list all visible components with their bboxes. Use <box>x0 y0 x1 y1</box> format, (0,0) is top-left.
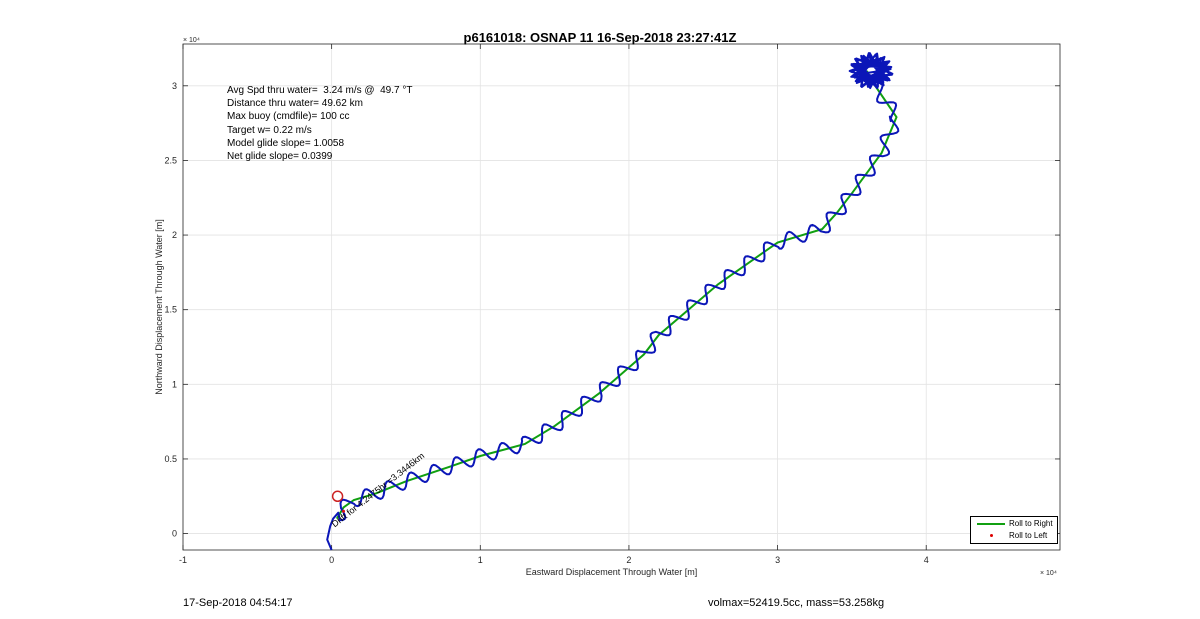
footer-timestamp: 17-Sep-2018 04:54:17 <box>183 597 293 609</box>
chart-grid <box>182 44 1060 550</box>
drift-annotation: Drift for 4.2475hr =3.3446km <box>330 451 427 530</box>
axis-ticks <box>182 44 1060 550</box>
footer-volmax-mass: volmax=52419.5cc, mass=53.258kg <box>708 597 885 609</box>
x-tick-label: 3 <box>775 555 780 565</box>
legend-swatch-roll-right <box>977 523 1005 525</box>
stat-avg-speed: Avg Spd thru water= 3.24 m/s @ 49.7 °T <box>227 85 413 96</box>
legend-swatch-roll-left <box>990 534 993 537</box>
plot-axes-box <box>182 43 1061 551</box>
start-marker <box>331 490 344 503</box>
legend-item-roll-left: Roll to Left <box>975 530 1055 542</box>
chart-title: p6161018: OSNAP 11 16-Sep-2018 23:27:41Z <box>463 30 737 45</box>
y-tick-label: 3 <box>172 81 177 91</box>
stat-max-buoy: Max buoy (cmdfile)= 100 cc <box>227 111 350 123</box>
legend-label-roll-left: Roll to Left <box>1009 531 1048 540</box>
stat-net-glide: Net glide slope= 0.0399 <box>227 151 333 163</box>
y-axis-label: Northward Displacement Through Water [m] <box>154 219 164 395</box>
x-exponent-label: × 10⁴ <box>1040 570 1057 577</box>
y-exponent-label: × 10⁴ <box>183 37 200 44</box>
y-tick-label: 1 <box>172 379 177 389</box>
x-tick-label: -1 <box>179 555 187 565</box>
y-tick-label: 0.5 <box>164 454 177 464</box>
stat-distance: Distance thru water= 49.62 km <box>227 98 363 110</box>
stats-box: Avg Spd thru water= 3.24 m/s @ 49.7 °T D… <box>227 84 412 163</box>
chart-legend: Roll to Right Roll to Left <box>970 516 1058 544</box>
legend-label-roll-right: Roll to Right <box>1009 519 1053 528</box>
x-tick-label: 0 <box>329 555 334 565</box>
through-water-track-line <box>326 52 900 551</box>
stat-target-w: Target w= 0.22 m/s <box>227 124 312 136</box>
x-tick-label: 2 <box>626 555 631 565</box>
x-axis-label: Eastward Displacement Through Water [m] <box>526 567 698 577</box>
y-tick-label: 2.5 <box>164 155 177 165</box>
chart-series <box>326 52 900 551</box>
y-tick-label: 0 <box>172 529 177 539</box>
x-tick-label: 4 <box>924 555 929 565</box>
stat-model-glide: Model glide slope= 1.0058 <box>227 137 345 149</box>
y-tick-label: 1.5 <box>164 305 177 315</box>
y-tick-label: 2 <box>172 230 177 240</box>
series-roll-left-point <box>342 509 346 513</box>
legend-item-roll-right: Roll to Right <box>975 518 1055 530</box>
x-tick-label: 1 <box>478 555 483 565</box>
